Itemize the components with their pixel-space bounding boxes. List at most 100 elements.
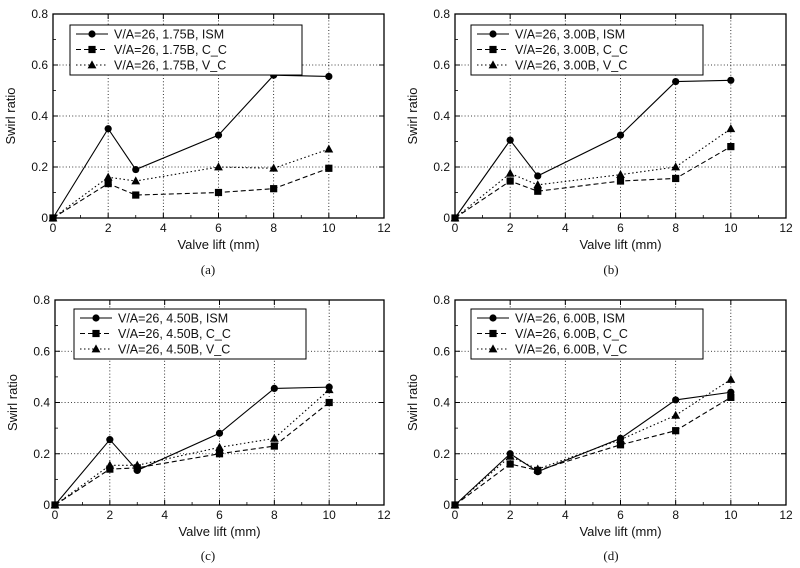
legend-marker <box>489 45 497 54</box>
y-tick-label: 0.6 <box>433 344 450 358</box>
legend-label: V/A=26, 1.75B, ISM <box>114 28 224 42</box>
x-tick-label: 2 <box>507 221 514 235</box>
y-tick-label: 0.8 <box>31 7 48 21</box>
x-tick-label: 12 <box>779 508 793 522</box>
series-line <box>52 167 330 219</box>
y-tick-label: 0.4 <box>31 109 48 123</box>
legend-box <box>69 24 303 76</box>
x-tick-label: 4 <box>160 221 167 235</box>
legend-marker <box>91 344 101 353</box>
x-tick-label: 2 <box>106 508 113 522</box>
x-tick-label: 4 <box>562 508 569 522</box>
series-circle <box>451 76 735 222</box>
data-point <box>106 465 114 473</box>
legend-label: V/A=26, 6.00B, ISM <box>515 312 625 326</box>
data-point <box>727 76 735 84</box>
legend-label: V/A=26, 1.75B, V_C <box>114 59 226 73</box>
data-point <box>671 162 681 171</box>
legend-label: V/A=26, 4.50B, ISM <box>118 312 228 326</box>
legend-marker <box>92 314 100 322</box>
y-tick-label: 0 <box>41 211 48 225</box>
series-line <box>54 389 330 506</box>
series-line <box>454 396 732 506</box>
data-point <box>105 460 115 469</box>
series-line <box>454 378 732 506</box>
panel-label: (a) <box>201 262 215 277</box>
data-point <box>616 435 625 444</box>
series-line <box>454 79 731 219</box>
series-triangle <box>450 374 736 509</box>
data-point <box>132 165 140 174</box>
series-triangle <box>50 385 334 509</box>
legend-marker <box>489 314 497 322</box>
data-point <box>269 163 279 172</box>
series-line <box>54 386 330 506</box>
y-tick-label: 0 <box>443 498 450 512</box>
chart-panel-b: 0 2 4 6 8 10 12 0 0.2 0.4 0.6 0.8 Valve lift (mm) Swi… <box>405 7 793 277</box>
data-point <box>450 213 460 222</box>
y-axis-label: Swirl ratio <box>405 374 420 431</box>
legend-marker <box>488 344 498 353</box>
y-tick-label: 0.2 <box>433 160 450 174</box>
chart-panel-d: 0 2 4 6 8 10 12 0 0.2 0.4 0.6 0.8 Valve lift (mm) Swi… <box>405 293 793 563</box>
y-tick-label: 0.6 <box>33 344 50 358</box>
legend-label: V/A=26, 6.00B, C_C <box>515 327 628 341</box>
series-line <box>454 146 732 219</box>
x-tick-label: 8 <box>672 508 679 522</box>
legend-label: V/A=26, 6.00B, V_C <box>515 343 627 357</box>
x-tick-label: 8 <box>271 508 278 522</box>
data-point <box>533 464 543 473</box>
data-point <box>534 172 542 180</box>
series-triangle <box>450 124 736 222</box>
data-point <box>324 385 334 394</box>
data-point <box>672 174 680 183</box>
data-point <box>616 170 625 179</box>
legend-marker <box>489 30 497 38</box>
x-tick-label: 12 <box>377 508 391 522</box>
x-tick-label: 4 <box>562 221 569 235</box>
x-tick-label: 12 <box>377 221 391 235</box>
panel-label: (d) <box>603 548 618 563</box>
x-axis-label: Valve lift (mm) <box>177 237 259 252</box>
data-point <box>215 429 224 437</box>
series-circle <box>451 388 735 509</box>
data-point <box>506 460 514 468</box>
data-point <box>672 77 680 86</box>
data-point <box>50 500 60 509</box>
y-tick-label: 0.2 <box>31 160 48 174</box>
data-point <box>727 143 735 151</box>
x-tick-label: 0 <box>52 508 59 522</box>
data-point <box>616 131 625 139</box>
series-line <box>454 128 732 219</box>
data-point <box>104 179 112 188</box>
legend-label: V/A=26, 4.50B, C_C <box>118 327 231 341</box>
x-axis-label: Valve lift (mm) <box>579 237 661 252</box>
data-point <box>727 393 735 401</box>
chart-panel-a: 0 2 4 6 8 10 12 0 0.2 0.4 0.6 0.8 Valve lift (mm) Swi… <box>3 7 391 277</box>
x-tick-label: 0 <box>452 221 459 235</box>
data-point <box>505 451 515 460</box>
x-tick-label: 2 <box>105 221 112 235</box>
y-tick-label: 0.8 <box>433 7 450 21</box>
series-line <box>454 391 731 506</box>
legend-box <box>470 308 704 360</box>
data-point <box>104 125 112 133</box>
data-point <box>616 441 625 449</box>
data-point <box>132 191 140 199</box>
series-line <box>52 74 329 219</box>
data-point <box>269 433 279 442</box>
y-axis-label: Swirl ratio <box>3 87 18 144</box>
y-tick-label: 0.2 <box>33 447 50 461</box>
data-point <box>726 124 736 133</box>
y-tick-label: 0.6 <box>433 58 450 72</box>
x-tick-label: 12 <box>779 221 793 235</box>
y-tick-label: 0 <box>43 498 50 512</box>
data-point <box>214 188 223 197</box>
y-tick-label: 0.4 <box>433 109 450 123</box>
y-tick-label: 0.6 <box>31 58 48 72</box>
panel-label: (c) <box>201 548 215 563</box>
chart-panel-c: 0 2 4 6 8 10 12 0 0.2 0.4 0.6 0.8 Valve lift (mm) Swi… <box>5 293 391 563</box>
series-square <box>49 164 333 222</box>
